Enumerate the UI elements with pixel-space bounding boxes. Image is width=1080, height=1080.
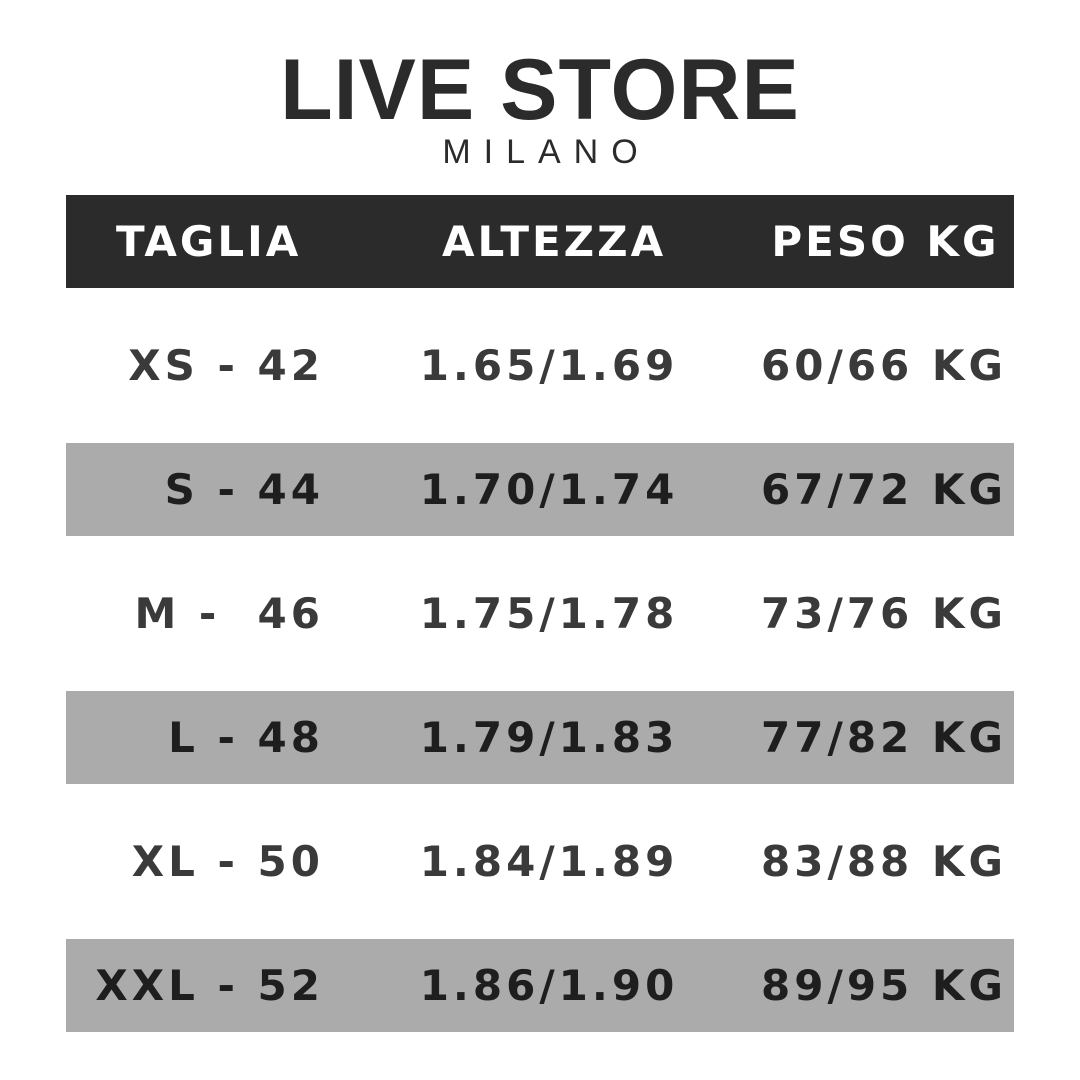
- size-cell: XL - 50: [131, 837, 324, 886]
- table-row: S - 44 1.70/1.74 67/72 KG: [66, 443, 1014, 536]
- size-cell: S - 44: [164, 465, 324, 514]
- weight-cell: 67/72 KG: [761, 465, 1007, 514]
- height-cell: 1.79/1.83: [419, 713, 679, 762]
- weight-cell: 89/95 KG: [761, 961, 1007, 1010]
- weight-cell: 60/66 KG: [761, 341, 1007, 390]
- table-row: L - 48 1.79/1.83 77/82 KG: [66, 691, 1014, 784]
- table-row: XXL - 52 1.86/1.90 89/95 KG: [66, 939, 1014, 1032]
- height-cell: 1.84/1.89: [419, 837, 679, 886]
- size-chart-table: TAGLIA ALTEZZA PESO KG XS - 42 1.65/1.69…: [66, 195, 1014, 1063]
- table-row: XL - 50 1.84/1.89 83/88 KG: [66, 815, 1014, 908]
- header-altezza: ALTEZZA: [442, 217, 667, 266]
- weight-cell: 77/82 KG: [761, 713, 1007, 762]
- size-cell: XXL - 52: [95, 961, 324, 1010]
- header-taglia: TAGLIA: [116, 217, 302, 266]
- logo: LIVE STORE MILANO: [0, 42, 1080, 172]
- size-cell: M - 46: [134, 589, 324, 638]
- table-row: XS - 42 1.65/1.69 60/66 KG: [66, 319, 1014, 412]
- height-cell: 1.86/1.90: [419, 961, 679, 1010]
- table-header: TAGLIA ALTEZZA PESO KG: [66, 195, 1014, 288]
- logo-brand: LIVE STORE: [280, 42, 800, 138]
- logo-city: MILANO: [442, 133, 651, 171]
- table-row: M - 46 1.75/1.78 73/76 KG: [66, 567, 1014, 660]
- weight-cell: 83/88 KG: [761, 837, 1007, 886]
- size-cell: L - 48: [168, 713, 324, 762]
- weight-cell: 73/76 KG: [761, 589, 1007, 638]
- height-cell: 1.70/1.74: [419, 465, 679, 514]
- height-cell: 1.75/1.78: [419, 589, 679, 638]
- height-cell: 1.65/1.69: [419, 341, 679, 390]
- header-peso: PESO KG: [771, 217, 1000, 266]
- size-cell: XS - 42: [128, 341, 324, 390]
